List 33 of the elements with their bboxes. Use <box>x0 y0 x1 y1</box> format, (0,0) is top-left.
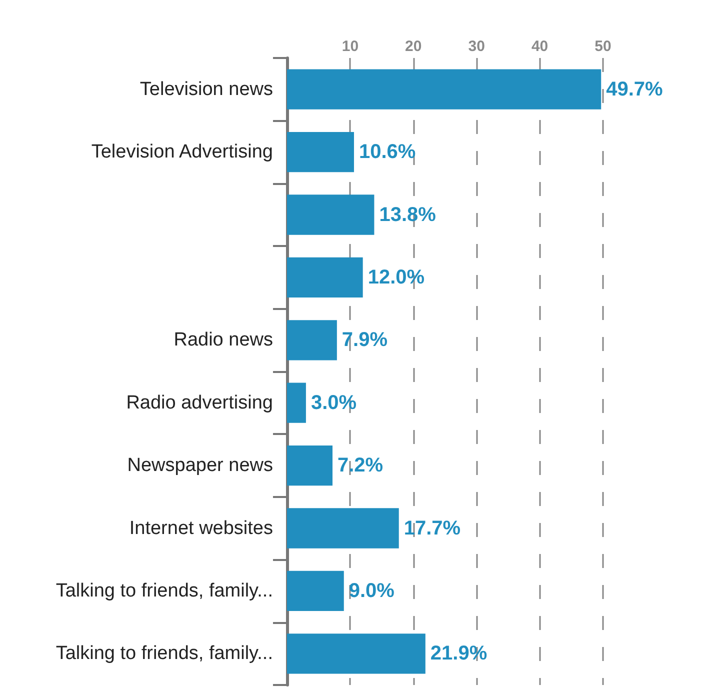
data-label: 49.7% <box>606 78 664 100</box>
y-tick-label: Talking to friends, family... <box>56 580 273 602</box>
x-tick-label: 10 <box>342 38 359 55</box>
bar <box>287 194 374 235</box>
y-tick-label: Newspaper news <box>127 455 273 476</box>
x-tick-label: 40 <box>531 38 548 55</box>
bar <box>287 508 399 548</box>
data-label: 7.2% <box>338 454 384 477</box>
bar <box>287 634 426 674</box>
data-label: 9.0% <box>348 580 395 602</box>
y-tick-label: Radio advertising <box>126 392 273 414</box>
y-tick-label: Internet websites <box>129 518 273 539</box>
bar <box>287 570 344 612</box>
y-tick-label: Talking to friends, family... <box>56 643 273 664</box>
data-label: 12.0% <box>368 266 425 288</box>
bar <box>287 132 354 172</box>
data-label: 10.6% <box>358 141 416 164</box>
y-tick-label: Radio news <box>174 330 273 351</box>
y-tick-label: Television news <box>140 78 273 100</box>
bar <box>287 257 363 298</box>
bar <box>287 382 306 423</box>
x-tick-label: 30 <box>468 38 485 55</box>
data-label: 7.9% <box>342 329 388 352</box>
bar <box>287 320 337 360</box>
data-label: 21.9% <box>430 642 488 665</box>
x-tick-label: 20 <box>405 38 422 55</box>
data-label: 3.0% <box>310 392 357 414</box>
x-tick-label: 50 <box>594 38 612 55</box>
data-label: 17.7% <box>404 517 461 540</box>
y-tick-label: Television Advertising <box>91 142 273 163</box>
data-label: 13.8% <box>379 204 436 226</box>
bar <box>287 445 333 486</box>
bar <box>287 69 602 110</box>
